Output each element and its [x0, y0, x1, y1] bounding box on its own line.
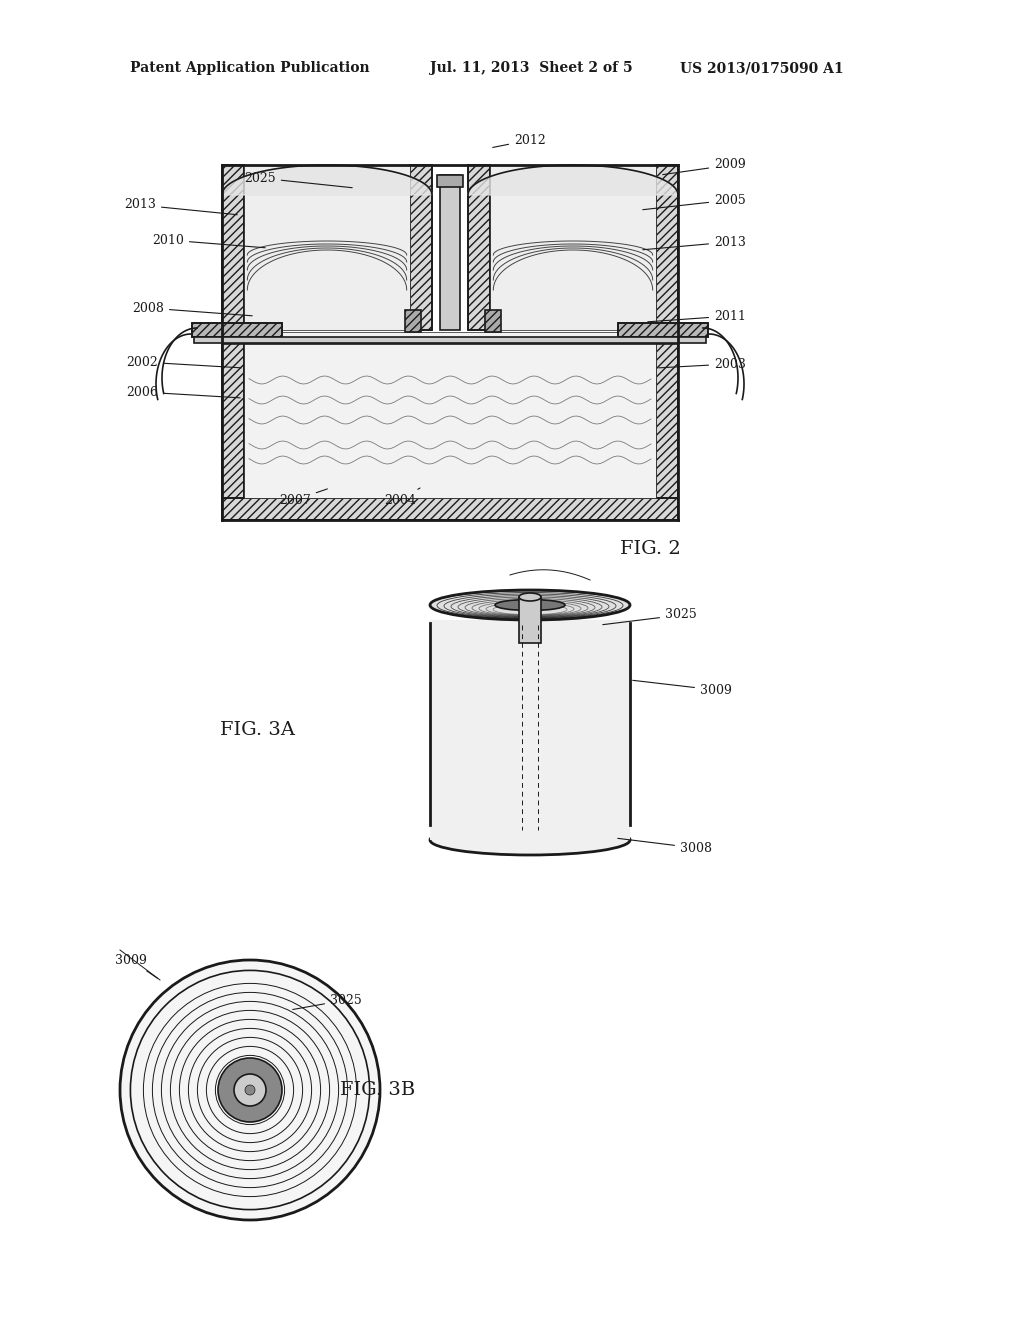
Bar	[656, 330, 678, 520]
Text: 2012: 2012	[493, 133, 546, 148]
Text: 2008: 2008	[132, 301, 252, 315]
Text: 3008: 3008	[617, 838, 712, 854]
Bar	[222, 498, 678, 520]
Bar	[430, 620, 630, 840]
Bar	[618, 323, 708, 337]
Ellipse shape	[519, 593, 541, 601]
Circle shape	[245, 1085, 255, 1096]
Bar	[519, 597, 541, 643]
Text: 2013: 2013	[124, 198, 238, 215]
Bar	[468, 165, 490, 330]
Text: 2007: 2007	[280, 488, 328, 507]
Ellipse shape	[430, 590, 630, 620]
Text: 2010: 2010	[152, 234, 265, 248]
Circle shape	[218, 1059, 282, 1122]
Text: 2025: 2025	[244, 172, 352, 187]
Polygon shape	[468, 165, 678, 195]
Bar	[468, 165, 490, 330]
Text: 2004: 2004	[384, 488, 420, 507]
Circle shape	[234, 1074, 266, 1106]
Text: 2005: 2005	[643, 194, 745, 210]
Bar	[222, 165, 244, 330]
Ellipse shape	[430, 825, 630, 855]
Polygon shape	[222, 165, 432, 195]
Text: Patent Application Publication: Patent Application Publication	[130, 61, 370, 75]
Bar	[193, 323, 282, 337]
Bar	[244, 333, 656, 498]
Ellipse shape	[495, 599, 565, 610]
Text: FIG. 3B: FIG. 3B	[340, 1081, 416, 1100]
Bar	[410, 165, 432, 330]
Text: 3009: 3009	[633, 680, 732, 697]
Bar	[410, 165, 432, 330]
Bar	[194, 337, 706, 343]
Bar	[222, 165, 244, 330]
Text: 3009: 3009	[115, 953, 158, 978]
Bar	[485, 310, 501, 333]
Text: FIG. 3A: FIG. 3A	[220, 721, 295, 739]
Text: 2003: 2003	[658, 358, 745, 371]
Text: FIG. 2: FIG. 2	[620, 540, 681, 558]
Bar	[222, 330, 244, 520]
Circle shape	[120, 960, 380, 1220]
Text: 2011: 2011	[648, 309, 745, 322]
Bar	[490, 165, 656, 330]
Bar	[406, 310, 421, 333]
Text: 2002: 2002	[126, 355, 242, 368]
Bar	[222, 330, 244, 520]
Bar	[656, 330, 678, 520]
Bar	[618, 323, 708, 337]
Bar	[193, 323, 282, 337]
Bar	[222, 498, 678, 520]
Text: US 2013/0175090 A1: US 2013/0175090 A1	[680, 61, 844, 75]
Bar	[440, 176, 460, 330]
Bar	[244, 165, 410, 330]
Text: 2009: 2009	[663, 158, 745, 174]
Text: 3025: 3025	[293, 994, 361, 1010]
Bar	[656, 165, 678, 330]
Bar	[437, 176, 463, 187]
Text: Jul. 11, 2013  Sheet 2 of 5: Jul. 11, 2013 Sheet 2 of 5	[430, 61, 633, 75]
Text: 2006: 2006	[126, 385, 241, 399]
Text: 2013: 2013	[643, 235, 745, 249]
Bar	[656, 165, 678, 330]
Text: 3025: 3025	[603, 609, 696, 624]
